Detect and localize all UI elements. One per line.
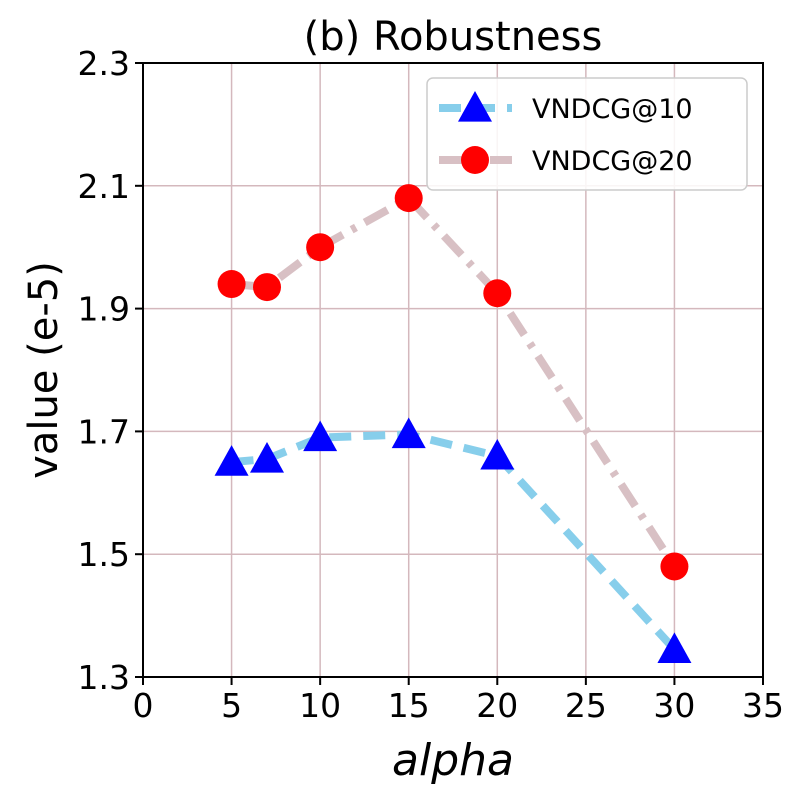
x-axis-ticks: 0 5 10 15 20 25 30 35 xyxy=(133,677,784,725)
data-point-series-2 xyxy=(306,233,335,262)
data-point-series-1 xyxy=(214,445,249,476)
data-point-series-2 xyxy=(253,273,281,302)
x-tick-label: 30 xyxy=(653,686,695,725)
data-point-series-1 xyxy=(250,442,284,473)
y-tick-label: 1.3 xyxy=(78,658,130,697)
y-tick-label: 2.3 xyxy=(78,44,130,83)
series-lines xyxy=(231,193,678,653)
x-tick-label: 5 xyxy=(221,686,242,725)
y-tick-label: 2.1 xyxy=(78,167,130,206)
y-tick-label: 1.7 xyxy=(78,412,130,451)
y-tick-label: 1.5 xyxy=(78,535,130,574)
data-point-series-2 xyxy=(394,184,423,213)
y-axis-label: value (e-5) xyxy=(21,261,67,479)
data-point-series-1 xyxy=(657,632,692,663)
series-markers xyxy=(214,184,692,663)
x-tick-label: 0 xyxy=(133,686,154,725)
data-point-series-2 xyxy=(483,279,512,308)
data-point-series-2 xyxy=(217,270,246,299)
legend: VNDCG@10 VNDCG@20 xyxy=(426,77,748,191)
y-axis-ticks: 1.3 1.5 1.7 1.9 2.1 2.3 xyxy=(78,44,143,697)
y-tick-label: 1.9 xyxy=(78,290,130,329)
data-point-series-1 xyxy=(480,438,515,470)
x-axis-label: alpha xyxy=(392,735,514,786)
data-point-series-2 xyxy=(660,552,689,581)
x-tick-label: 35 xyxy=(742,686,784,725)
x-tick-label: 15 xyxy=(388,686,430,725)
series-line-1 xyxy=(231,430,678,653)
chart-title: (b) Robustness xyxy=(304,14,603,60)
data-point-series-1 xyxy=(303,420,338,452)
x-tick-label: 10 xyxy=(299,686,341,725)
legend-label-2: VNDCG@20 xyxy=(532,146,693,177)
data-point-series-1 xyxy=(391,417,426,449)
legend-label-1: VNDCG@10 xyxy=(532,94,693,125)
plot-area-frame xyxy=(142,62,764,678)
x-tick-label: 20 xyxy=(476,686,518,725)
legend-marker-2 xyxy=(461,146,489,174)
series-line-2 xyxy=(231,193,678,569)
legend-marker-1 xyxy=(458,91,492,122)
x-tick-label: 25 xyxy=(565,686,607,725)
